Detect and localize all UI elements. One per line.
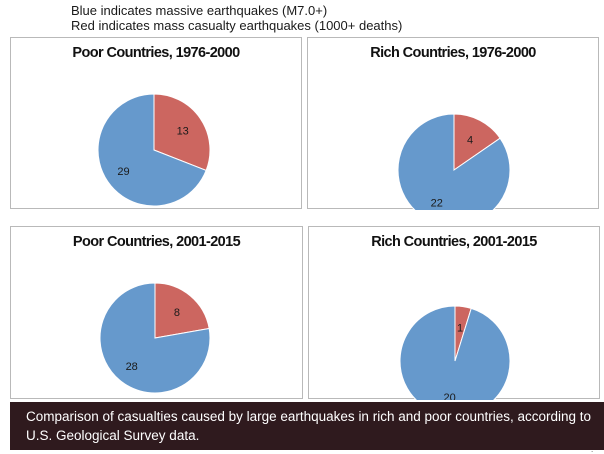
- pie-title: Rich Countries, 1976-2000: [370, 45, 536, 61]
- pie-data-label: 1: [457, 322, 463, 334]
- pie-slice-mass-casualty: [154, 282, 210, 339]
- pie-data-label: 4: [467, 134, 473, 146]
- caption-bar: Comparison of casualties caused by large…: [10, 402, 604, 450]
- pie-title: Rich Countries, 2001-2015: [371, 234, 537, 250]
- pie-slice-massive: [97, 93, 207, 207]
- pie-panel-poor-2001-2015: Poor Countries, 2001-2015 8 28: [10, 226, 303, 399]
- caption-text: Comparison of casualties caused by large…: [26, 409, 592, 443]
- pie-slice-mass-casualty: [453, 113, 501, 171]
- pie-data-label: 22: [431, 198, 443, 210]
- pie-chart: 1 20: [399, 305, 511, 400]
- legend-blue-text: Blue indicates massive earthquakes (M7.0…: [71, 3, 328, 18]
- pie-title: Poor Countries, 1976-2000: [72, 45, 240, 61]
- pie-slice-massive: [99, 282, 211, 394]
- pie-data-label: 13: [177, 125, 189, 137]
- pie-slice-mass-casualty: [153, 93, 211, 172]
- pie-chart: 4 22: [397, 113, 511, 210]
- pie-title: Poor Countries, 2001-2015: [72, 234, 241, 250]
- pie-data-label: 20: [443, 392, 455, 400]
- pie-panel-rich-2001-2015: Rich Countries, 2001-2015 1 20: [308, 226, 600, 400]
- pie-data-label: 8: [174, 307, 180, 319]
- legend-red-text: Red indicates mass casualty earthquakes …: [71, 18, 403, 33]
- pie-chart: 8 28: [99, 282, 211, 394]
- pie-data-label: 28: [126, 361, 138, 373]
- pie-slice-massive: [397, 113, 511, 210]
- decorative-mark: .: [591, 445, 594, 454]
- pie-chart: 13 29: [97, 93, 211, 207]
- pie-panel-rich-1976-2000: Rich Countries, 1976-2000 4 22: [307, 37, 599, 210]
- pie-data-label: 29: [117, 166, 129, 178]
- legend: Blue indicates massive earthquakes (M7.0…: [71, 3, 402, 33]
- pie-panel-poor-1976-2000: Poor Countries, 1976-2000 13 29: [10, 37, 302, 209]
- pie-slice-massive: [399, 305, 511, 400]
